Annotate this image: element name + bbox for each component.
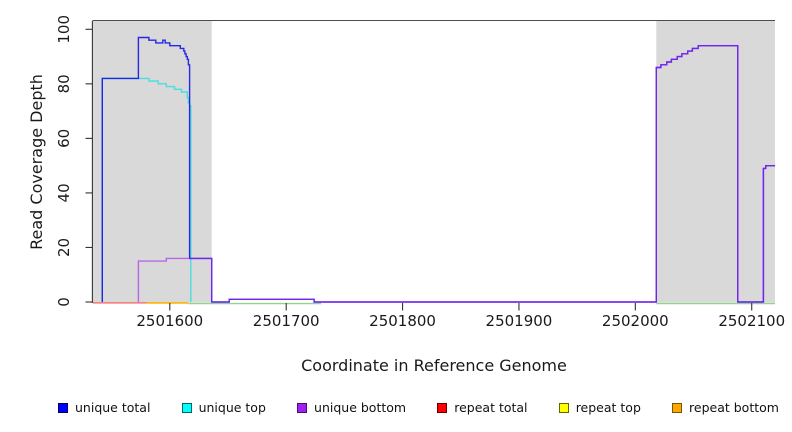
y-tick-label: 20 — [55, 238, 73, 257]
y-tick-label: 80 — [55, 74, 73, 93]
highlight-region — [656, 20, 775, 303]
legend-item-unique-bottom: unique bottom — [297, 399, 407, 415]
x-tick-label: 2501600 — [136, 312, 203, 330]
y-tick-label: 60 — [55, 129, 73, 148]
y-axis-title: Read Coverage Depth — [27, 74, 46, 250]
coverage-plot: 0 20 40 60 80 100 2501600 2501700 2501800 2501900… — [27, 15, 785, 375]
legend-label: repeat bottom — [689, 399, 779, 415]
series-line-unique-bottom — [137, 45, 775, 303]
legend-item-repeat-total: repeat total — [437, 399, 528, 415]
legend-swatch-repeat-bottom — [672, 403, 683, 413]
y-tick-label: 100 — [55, 15, 73, 44]
legend-swatch-unique-total — [58, 403, 68, 413]
x-tick-label: 2501700 — [253, 312, 320, 330]
highlight-region — [93, 20, 212, 303]
y-tick-label: 40 — [55, 183, 73, 202]
legend-label: repeat total — [454, 399, 528, 415]
legend: unique total unique top unique bottom repea… — [58, 399, 779, 417]
legend-swatch-unique-top — [181, 403, 192, 413]
legend-label: unique bottom — [314, 399, 407, 415]
x-tick-label: 2502100 — [718, 312, 785, 330]
x-axis-title: Coordinate in Reference Genome — [301, 356, 567, 375]
legend-item-repeat-bottom: repeat bottom — [672, 399, 779, 415]
legend-item-unique-top: unique top — [181, 399, 266, 415]
x-tick-label: 2501900 — [486, 312, 553, 330]
y-tick-label: 0 — [55, 297, 73, 307]
legend-swatch-unique-bottom — [297, 403, 308, 413]
legend-swatch-repeat-top — [558, 403, 569, 413]
legend-label: unique total — [75, 399, 151, 415]
legend-label: unique top — [198, 399, 266, 415]
legend-swatch-repeat-total — [437, 403, 448, 413]
legend-item-unique-total: unique total — [58, 399, 151, 415]
legend-label: repeat top — [575, 399, 641, 415]
x-tick-label: 2502000 — [602, 312, 669, 330]
x-tick-label: 2501800 — [369, 312, 436, 330]
legend-item-repeat-top: repeat top — [558, 399, 641, 415]
